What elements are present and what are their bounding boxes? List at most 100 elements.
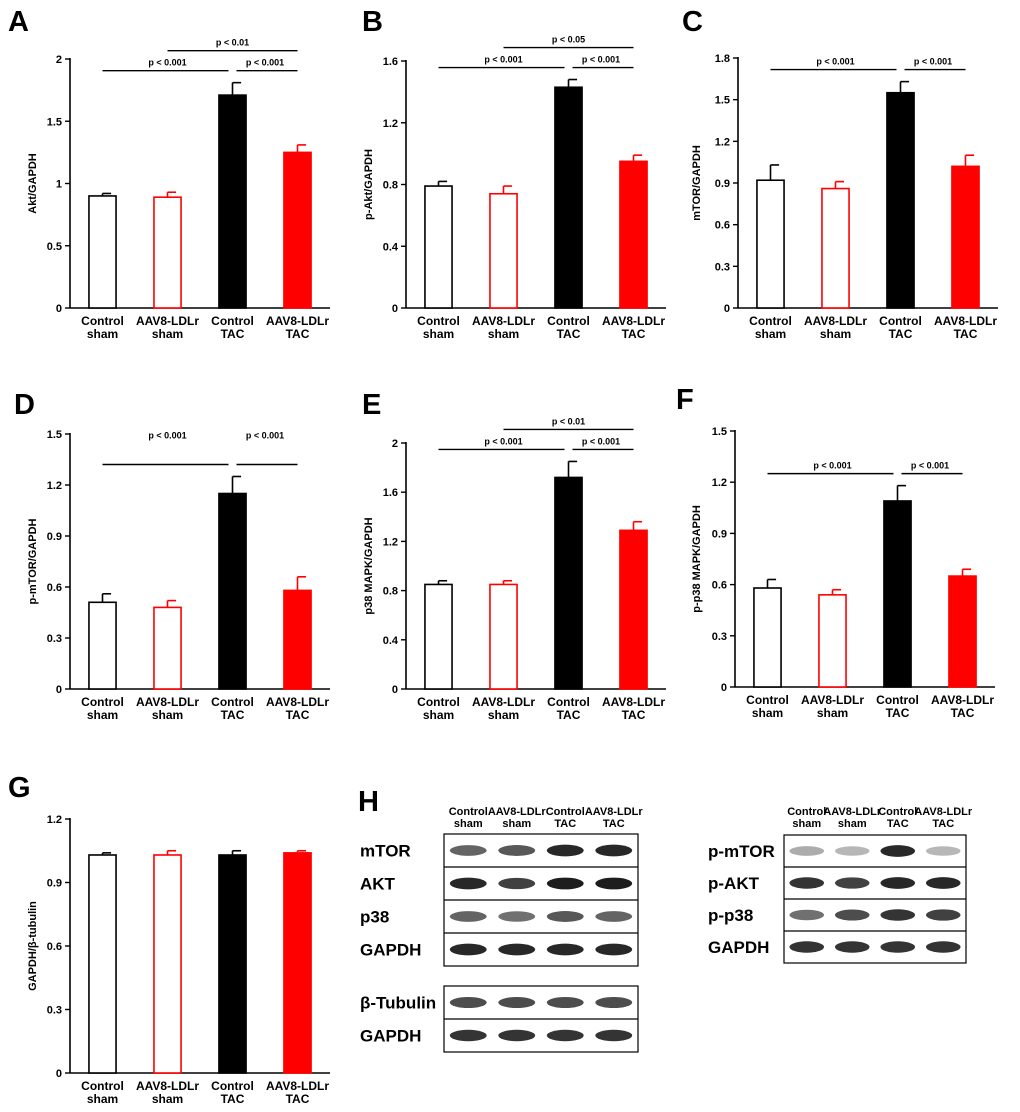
x-tick-label: AAV8-LDLr sham bbox=[804, 314, 867, 341]
chart-panel-c: C 0 0.3 0.6 0.9 1.2 1.5 1.8 mTOR/GAPDH Control sha… bbox=[682, 6, 998, 341]
band bbox=[834, 877, 870, 889]
y-tick-label: 0.6 bbox=[47, 582, 62, 594]
lane-label: Control sham bbox=[449, 806, 488, 830]
bar bbox=[756, 179, 785, 309]
x-tick-label: Control sham bbox=[81, 695, 124, 722]
x-tick-label: AAV8-LDLr TAC bbox=[266, 314, 329, 341]
band bbox=[880, 845, 916, 857]
band bbox=[834, 909, 870, 921]
panel-label: A bbox=[8, 6, 29, 38]
band bbox=[449, 877, 487, 890]
band bbox=[498, 943, 536, 956]
y-axis-label: p38 MAPK/GAPDH bbox=[363, 517, 375, 614]
band bbox=[546, 996, 584, 1009]
panel-label: C bbox=[682, 6, 703, 38]
band bbox=[834, 846, 870, 856]
band bbox=[449, 1029, 487, 1042]
protein-label: p-mTOR bbox=[708, 842, 775, 861]
lane-label: AAV8-LDLr TAC bbox=[914, 806, 973, 830]
y-tick-label: 0.6 bbox=[47, 941, 62, 953]
chart-panel-g: G 0 0.3 0.6 0.9 1.2 GAPDH/β-tubulin Control sham… bbox=[8, 772, 330, 1106]
bar bbox=[283, 852, 312, 1074]
band bbox=[595, 877, 633, 890]
y-axis-label: p-mTOR/GAPDH bbox=[27, 518, 39, 604]
p-value-label: p < 0.01 bbox=[552, 416, 585, 426]
y-tick-label: 0.3 bbox=[47, 633, 62, 645]
band bbox=[595, 844, 633, 857]
protein-label: p-AKT bbox=[708, 874, 760, 893]
bar bbox=[883, 500, 912, 688]
y-tick-label: 0 bbox=[56, 684, 62, 696]
lane-label: Control sham bbox=[787, 806, 826, 830]
band bbox=[546, 1029, 584, 1042]
x-tick-label: Control TAC bbox=[211, 1079, 254, 1106]
y-tick-label: 0 bbox=[56, 1068, 62, 1080]
band bbox=[925, 941, 961, 953]
x-tick-label: AAV8-LDLr TAC bbox=[266, 695, 329, 722]
y-tick-label: 0.9 bbox=[712, 528, 727, 540]
bar bbox=[424, 185, 453, 309]
bar bbox=[218, 492, 247, 690]
bar bbox=[153, 606, 182, 690]
y-tick-label: 0.8 bbox=[383, 586, 398, 598]
bar bbox=[818, 594, 847, 688]
chart-panel-e: E 0 0.4 0.8 1.2 1.6 2 p38 MAPK/GAPDH Control sham… bbox=[362, 389, 666, 722]
band bbox=[498, 845, 536, 856]
bar bbox=[619, 529, 648, 690]
panel-label: E bbox=[362, 389, 381, 421]
p-value-label: p < 0.001 bbox=[484, 55, 522, 65]
band bbox=[546, 911, 584, 922]
band bbox=[880, 941, 916, 953]
x-tick-label: AAV8-LDLr TAC bbox=[602, 695, 665, 722]
band bbox=[595, 1029, 633, 1042]
y-tick-label: 2 bbox=[56, 54, 62, 66]
p-value-label: p < 0.01 bbox=[216, 38, 249, 48]
band bbox=[925, 909, 961, 921]
p-value-label: p < 0.001 bbox=[246, 58, 284, 68]
bar bbox=[283, 151, 312, 309]
protein-label: β-Tubulin bbox=[360, 994, 436, 1013]
band bbox=[595, 911, 633, 922]
y-tick-label: 1.2 bbox=[715, 136, 730, 148]
band bbox=[880, 877, 916, 889]
bar bbox=[619, 160, 648, 309]
p-value-label: p < 0.001 bbox=[582, 55, 620, 65]
protein-label: p38 bbox=[360, 908, 389, 927]
band bbox=[498, 877, 536, 890]
y-tick-label: 0.3 bbox=[712, 631, 727, 643]
protein-label: mTOR bbox=[360, 842, 411, 861]
y-tick-label: 1.2 bbox=[383, 118, 398, 130]
band bbox=[789, 941, 825, 953]
bar bbox=[886, 91, 915, 309]
y-tick-label: 0.9 bbox=[47, 531, 62, 543]
protein-label: p-p38 bbox=[708, 906, 753, 925]
p-value-label: p < 0.001 bbox=[914, 57, 952, 67]
band bbox=[498, 996, 536, 1009]
y-tick-label: 1.5 bbox=[715, 95, 730, 107]
y-tick-label: 1.5 bbox=[712, 426, 727, 438]
y-tick-label: 0.3 bbox=[715, 261, 730, 273]
x-tick-label: AAV8-LDLr TAC bbox=[602, 314, 665, 341]
band bbox=[546, 844, 584, 857]
y-tick-label: 1.2 bbox=[383, 536, 398, 548]
band bbox=[449, 943, 487, 956]
bar bbox=[951, 165, 980, 309]
bar bbox=[753, 587, 782, 688]
p-value-label: p < 0.001 bbox=[582, 436, 620, 446]
protein-label: GAPDH bbox=[360, 1027, 421, 1046]
p-value-label: p < 0.001 bbox=[484, 436, 522, 446]
chart-panel-b: B 0 0.4 0.8 1.2 1.6 p-Akt/GAPDH Control sham AAV8… bbox=[362, 6, 666, 341]
lane-label: Control TAC bbox=[546, 806, 585, 830]
band bbox=[789, 909, 825, 921]
y-tick-label: 0.8 bbox=[383, 180, 398, 192]
y-tick-label: 0.4 bbox=[383, 635, 399, 647]
bar bbox=[153, 196, 182, 309]
y-tick-label: 0.5 bbox=[47, 241, 62, 253]
y-tick-label: 1.8 bbox=[715, 53, 730, 65]
band bbox=[925, 877, 961, 889]
bar bbox=[821, 187, 850, 309]
x-tick-label: AAV8-LDLr sham bbox=[472, 695, 535, 722]
